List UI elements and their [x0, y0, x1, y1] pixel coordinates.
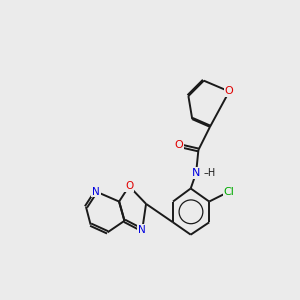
- Text: –H: –H: [203, 168, 216, 178]
- Text: N: N: [92, 187, 100, 196]
- Text: N: N: [192, 168, 200, 178]
- Text: N: N: [138, 225, 146, 235]
- Text: O: O: [225, 86, 234, 96]
- Text: O: O: [125, 181, 133, 191]
- Text: Cl: Cl: [224, 187, 235, 196]
- Text: O: O: [174, 140, 183, 150]
